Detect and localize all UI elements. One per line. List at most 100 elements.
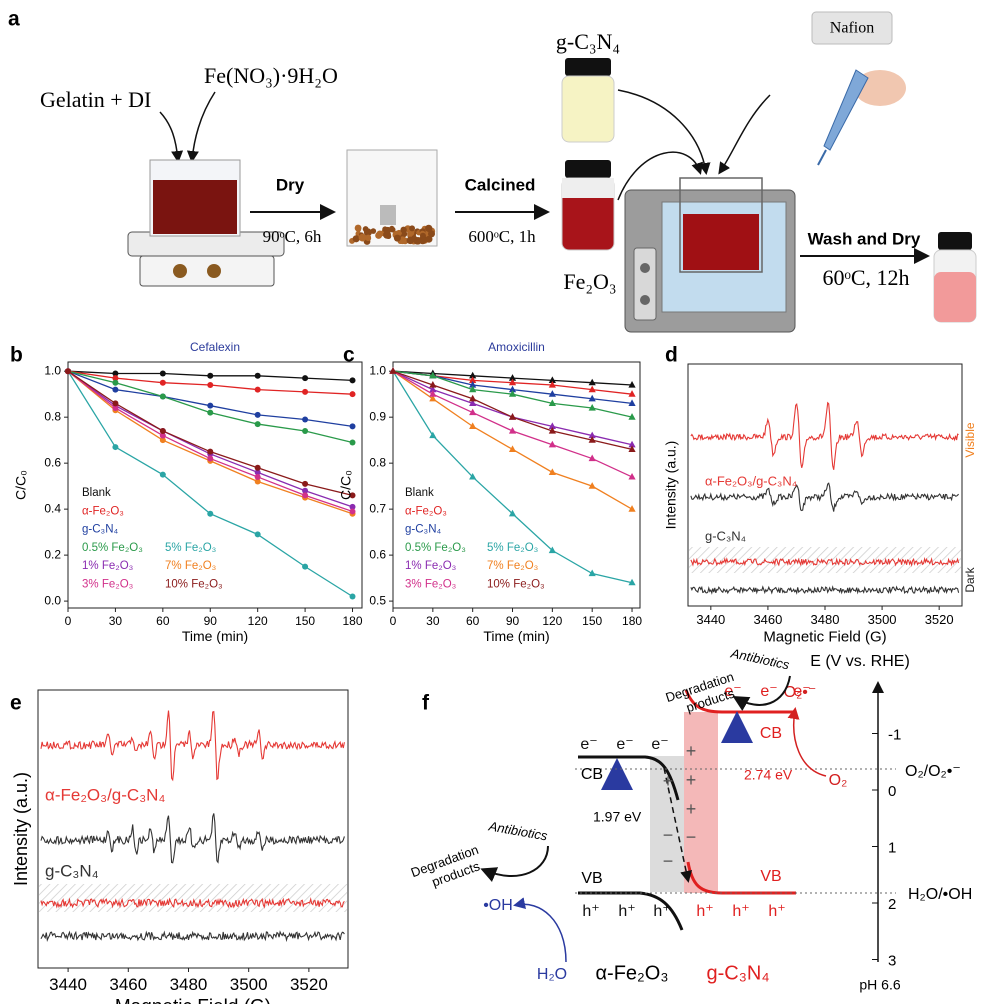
point bbox=[159, 437, 166, 444]
point bbox=[349, 593, 356, 600]
point bbox=[112, 370, 119, 377]
point bbox=[349, 377, 356, 384]
particle bbox=[409, 225, 416, 232]
y-tick-label: 0.6 bbox=[369, 547, 386, 561]
point bbox=[254, 421, 261, 428]
point bbox=[159, 370, 166, 377]
band-label: VB bbox=[581, 870, 602, 887]
point bbox=[628, 413, 636, 420]
step-label: Wash and Dry bbox=[808, 229, 921, 248]
carrier: h⁺ bbox=[582, 903, 599, 920]
y-tick-label: 1.0 bbox=[44, 363, 61, 377]
point bbox=[469, 371, 477, 379]
point bbox=[548, 380, 556, 388]
x-tick-label: 0 bbox=[390, 614, 397, 628]
point bbox=[159, 393, 166, 400]
sample bbox=[380, 205, 396, 225]
point bbox=[548, 376, 556, 383]
legend-entry: g-C₃N₄ bbox=[405, 524, 442, 536]
point bbox=[302, 416, 309, 423]
legend-entry: 5% Fe₂O₃ bbox=[487, 542, 539, 554]
legend-entry: 0.5% Fe₂O₃ bbox=[405, 542, 466, 554]
point bbox=[302, 563, 309, 570]
arrow bbox=[186, 91, 216, 163]
knob bbox=[640, 295, 650, 305]
nafion-label: Nafion bbox=[830, 20, 874, 37]
energy-tick-label: 0 bbox=[888, 783, 896, 800]
point bbox=[429, 371, 437, 379]
level-label: O₂/O₂•⁻ bbox=[905, 763, 961, 780]
point bbox=[588, 436, 596, 443]
step-label: Dry bbox=[276, 175, 305, 194]
y-axis-label: C/C₀ bbox=[13, 470, 29, 500]
point bbox=[429, 390, 437, 397]
charge: − bbox=[663, 851, 674, 871]
point bbox=[65, 368, 71, 375]
y-tick-label: 0.8 bbox=[369, 455, 386, 469]
point bbox=[548, 426, 556, 434]
y-axis-label: Intensity (a.u.) bbox=[11, 772, 31, 886]
x-tick-label: 180 bbox=[622, 614, 642, 628]
charge: − bbox=[686, 827, 697, 847]
legend-entry: 10% Fe₂O₃ bbox=[487, 579, 545, 591]
point bbox=[254, 386, 261, 393]
particle bbox=[389, 226, 396, 233]
point bbox=[302, 487, 309, 494]
point bbox=[302, 492, 309, 499]
x-tick-label: 180 bbox=[343, 614, 363, 628]
spectrum-trace bbox=[40, 930, 345, 943]
point bbox=[469, 399, 477, 406]
point bbox=[548, 468, 556, 475]
beaker bbox=[679, 177, 763, 273]
point bbox=[429, 380, 437, 388]
condition-label: Dark bbox=[963, 566, 977, 592]
point bbox=[207, 402, 214, 409]
y-tick-label: 0.5 bbox=[369, 593, 386, 607]
point bbox=[469, 376, 477, 383]
point bbox=[628, 390, 636, 397]
panel-label: d bbox=[665, 344, 678, 367]
charge: − bbox=[663, 825, 674, 845]
point bbox=[349, 503, 356, 510]
point bbox=[588, 569, 596, 577]
condition-label: Visible bbox=[963, 422, 977, 457]
plot-frame bbox=[392, 361, 641, 609]
species: O₂ bbox=[829, 772, 848, 789]
x-tick-label: 3480 bbox=[170, 975, 208, 994]
point bbox=[628, 440, 636, 448]
y-tick-label: 0.8 bbox=[44, 409, 61, 423]
x-axis-label: Magnetic Field (G) bbox=[763, 628, 886, 645]
vial bbox=[561, 75, 615, 143]
species: H₂O bbox=[537, 966, 567, 983]
x-tick-label: 3460 bbox=[753, 612, 782, 627]
point bbox=[254, 411, 261, 418]
particle bbox=[393, 234, 401, 242]
point bbox=[508, 378, 517, 386]
y-tick-label: 0.0 bbox=[44, 593, 61, 607]
spectrum-trace bbox=[690, 401, 959, 470]
point bbox=[469, 385, 477, 393]
point bbox=[628, 472, 636, 480]
pipette-tip bbox=[817, 149, 827, 166]
vial-label: g-C₃N₄ bbox=[556, 29, 620, 54]
cb-fe2o3 bbox=[578, 755, 680, 801]
point bbox=[588, 403, 596, 411]
point bbox=[548, 440, 556, 448]
dark-region bbox=[39, 884, 347, 912]
carrier: e⁻ bbox=[651, 736, 668, 753]
x-tick-label: 120 bbox=[542, 614, 562, 628]
suspension bbox=[683, 214, 759, 270]
x-tick-label: 3440 bbox=[696, 612, 725, 627]
point bbox=[588, 454, 596, 462]
legend-entry: 3% Fe₂O₃ bbox=[82, 579, 134, 591]
chart-title: Amoxicillin bbox=[488, 340, 545, 354]
carrier: e⁻ bbox=[616, 736, 633, 753]
point bbox=[469, 422, 477, 429]
point bbox=[429, 385, 437, 393]
legend-entry: 0.5% Fe₂O₃ bbox=[82, 542, 143, 554]
band-label: CB bbox=[760, 725, 782, 742]
y-tick-label: 0.6 bbox=[44, 455, 61, 469]
particle bbox=[428, 230, 436, 238]
